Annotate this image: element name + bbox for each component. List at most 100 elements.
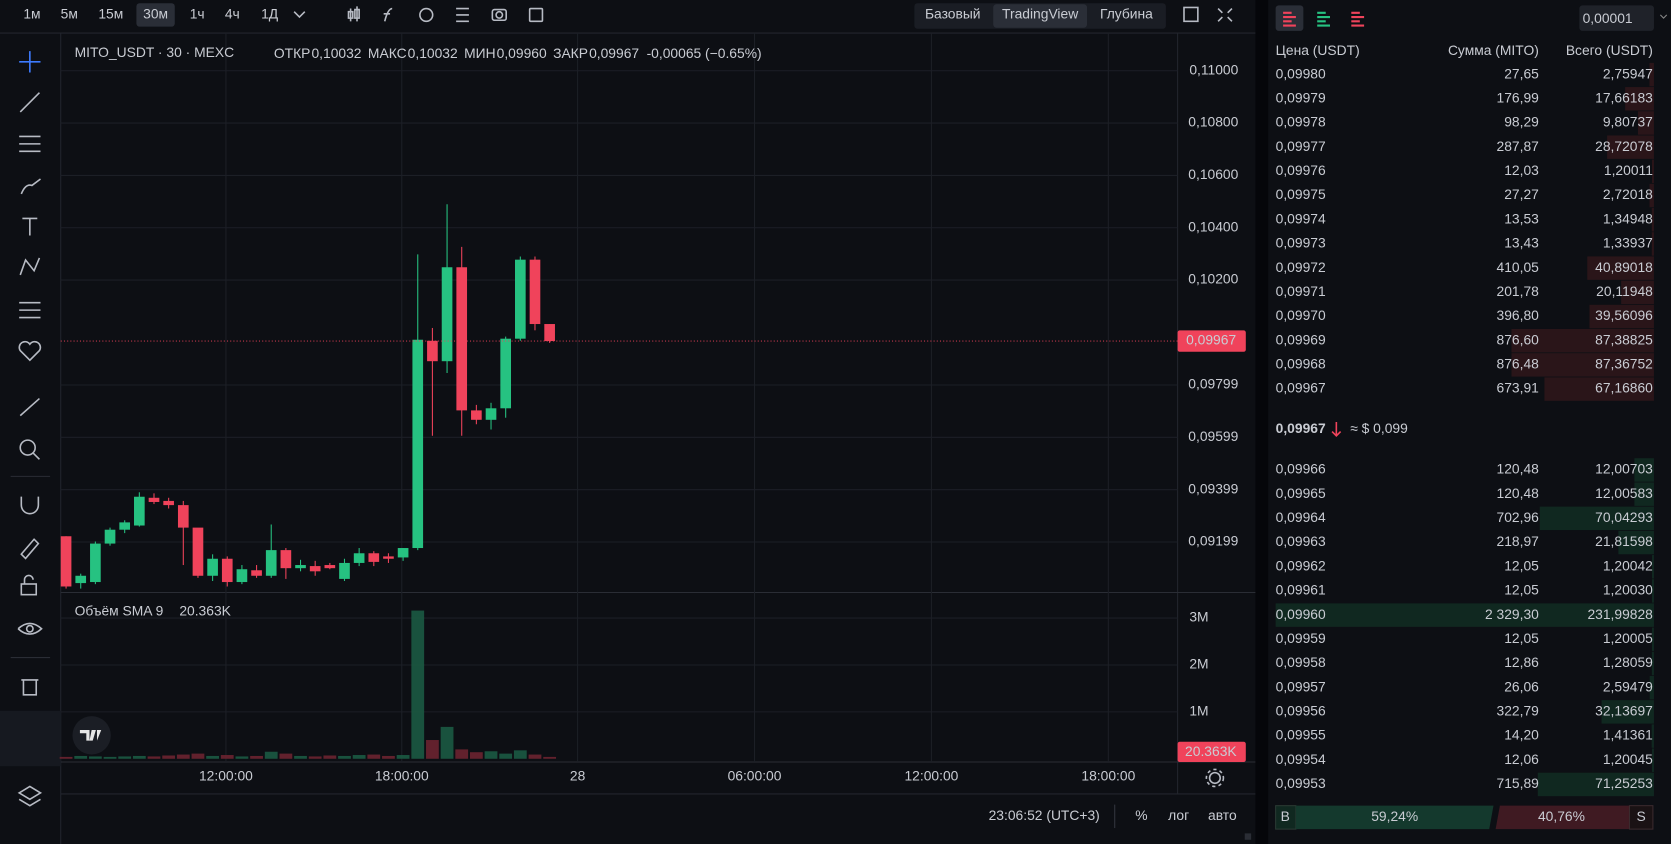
volume-bar — [367, 754, 381, 759]
change: -0,00065 (−0.65%) — [647, 45, 762, 61]
depth-bar — [1537, 772, 1654, 797]
book-price[interactable]: 0,09960 — [1276, 606, 1326, 622]
candle-body — [397, 548, 409, 558]
book-price[interactable]: 0,09961 — [1276, 582, 1326, 598]
candle-body — [309, 566, 321, 572]
candle-body — [427, 340, 438, 362]
book-price[interactable]: 0,09964 — [1276, 509, 1326, 525]
depth-bar — [1618, 530, 1654, 555]
book-price[interactable]: 0,09968 — [1276, 356, 1326, 372]
view-button[interactable]: Базовый — [925, 6, 981, 22]
settings-icon[interactable] — [1205, 768, 1225, 788]
volume-bar — [176, 754, 190, 759]
book-price[interactable]: 0,09957 — [1276, 678, 1326, 694]
volume-bar — [191, 753, 205, 759]
book-price[interactable]: 0,09980 — [1276, 65, 1326, 81]
volume-tick-label: 2M — [1189, 656, 1208, 672]
depth-bar — [1652, 579, 1654, 603]
book-last-usd: ≈ $ 0,099 — [1350, 420, 1408, 436]
step-select[interactable] — [1579, 5, 1654, 31]
depth-bar — [1652, 627, 1654, 652]
depth-bar — [1587, 256, 1654, 280]
depth-bar — [1651, 651, 1654, 676]
scale-button[interactable]: авто — [1208, 807, 1237, 823]
volume-sma: 20.363K — [179, 602, 231, 618]
book-price[interactable]: 0,09972 — [1276, 259, 1326, 275]
book-price[interactable]: 0,09976 — [1276, 162, 1326, 178]
book-price[interactable]: 0,09956 — [1276, 703, 1326, 719]
depth-bar — [1651, 232, 1654, 256]
book-price[interactable]: 0,09963 — [1276, 533, 1326, 549]
timeframe[interactable]: 15м — [98, 6, 123, 22]
last-price-tag-bg — [1177, 330, 1246, 352]
depth-bar — [1649, 675, 1654, 700]
book-amount: 201,78 — [1497, 283, 1540, 299]
book-amount: 702,96 — [1497, 509, 1540, 525]
book-price[interactable]: 0,09955 — [1276, 727, 1326, 743]
book-price[interactable]: 0,09977 — [1276, 138, 1326, 154]
candle-body — [192, 527, 204, 576]
book-total: 12,00583 — [1595, 485, 1653, 501]
book-price[interactable]: 0,09974 — [1276, 210, 1326, 226]
book-price[interactable]: 0,09973 — [1276, 235, 1326, 251]
book-price[interactable]: 0,09975 — [1276, 186, 1326, 202]
drawing-tools[interactable] — [17, 51, 43, 807]
volume-bar — [528, 754, 542, 759]
timeframe[interactable]: 30м — [143, 6, 168, 22]
symbol: MITO_USDT · 30 · MEXC — [75, 44, 235, 60]
step[interactable]: 0,00001 — [1583, 10, 1633, 26]
book-price[interactable]: 0,09959 — [1276, 630, 1326, 646]
book-total: 70,04293 — [1595, 509, 1653, 525]
book-total: 1,20042 — [1603, 557, 1653, 573]
time-label: 18:00:00 — [375, 768, 429, 784]
timeframe[interactable]: 1ч — [190, 6, 205, 22]
book-amount: 876,48 — [1497, 356, 1540, 372]
ratio-s-box — [1628, 805, 1654, 830]
book-total: 21,81598 — [1595, 533, 1653, 549]
book-price[interactable]: 0,09962 — [1276, 557, 1326, 573]
scale-button[interactable]: лог — [1168, 807, 1189, 823]
candle-body — [90, 543, 101, 583]
book-price[interactable]: 0,09967 — [1276, 380, 1326, 396]
volume-bar — [264, 751, 278, 759]
ohlc-label: ОТКР — [274, 45, 311, 61]
book-price[interactable]: 0,09971 — [1276, 283, 1326, 299]
book-price[interactable]: 0,09969 — [1276, 331, 1326, 347]
timeframe[interactable]: 1Д — [261, 6, 279, 22]
book-price[interactable]: 0,09954 — [1276, 751, 1326, 767]
view-button[interactable]: Глубина — [1100, 6, 1153, 22]
book-price[interactable]: 0,09958 — [1276, 654, 1326, 670]
scale-button[interactable]: % — [1135, 807, 1147, 823]
book-amount: 13,53 — [1504, 210, 1539, 226]
volume-bar — [279, 753, 293, 759]
book-price[interactable]: 0,09970 — [1276, 307, 1326, 323]
candle-body — [221, 558, 233, 583]
timeframe[interactable]: 4ч — [225, 6, 240, 22]
book-price[interactable]: 0,09966 — [1276, 461, 1326, 477]
depth-bar — [1649, 62, 1654, 87]
volume-bar — [396, 755, 410, 759]
ohlc-label: МИН — [464, 45, 495, 61]
book-total: 87,36752 — [1595, 356, 1653, 372]
book-total: 1,41361 — [1603, 727, 1653, 743]
timeframe[interactable]: 1м — [23, 6, 40, 22]
book-price[interactable]: 0,09965 — [1276, 485, 1326, 501]
depth-bar — [1511, 328, 1654, 353]
book-price[interactable]: 0,09978 — [1276, 114, 1326, 130]
volume-bar — [499, 753, 513, 759]
volume-bar — [132, 755, 146, 759]
depth-bar — [1544, 377, 1654, 401]
book-price[interactable]: 0,09979 — [1276, 89, 1326, 105]
toolbar-icons[interactable] — [293, 6, 1233, 23]
volume-bar — [323, 755, 337, 759]
book-price[interactable]: 0,09953 — [1276, 775, 1326, 791]
timeframe[interactable]: 5м — [61, 6, 78, 22]
volume-bar — [382, 755, 395, 759]
ohlc-value: 0,09960 — [497, 45, 547, 61]
book-amount: 12,03 — [1504, 162, 1539, 178]
book-view-icons[interactable] — [1275, 5, 1365, 31]
view-button[interactable]: TradingView — [1002, 6, 1079, 22]
candle-body — [207, 558, 218, 576]
book-amount: 715,89 — [1497, 775, 1540, 791]
